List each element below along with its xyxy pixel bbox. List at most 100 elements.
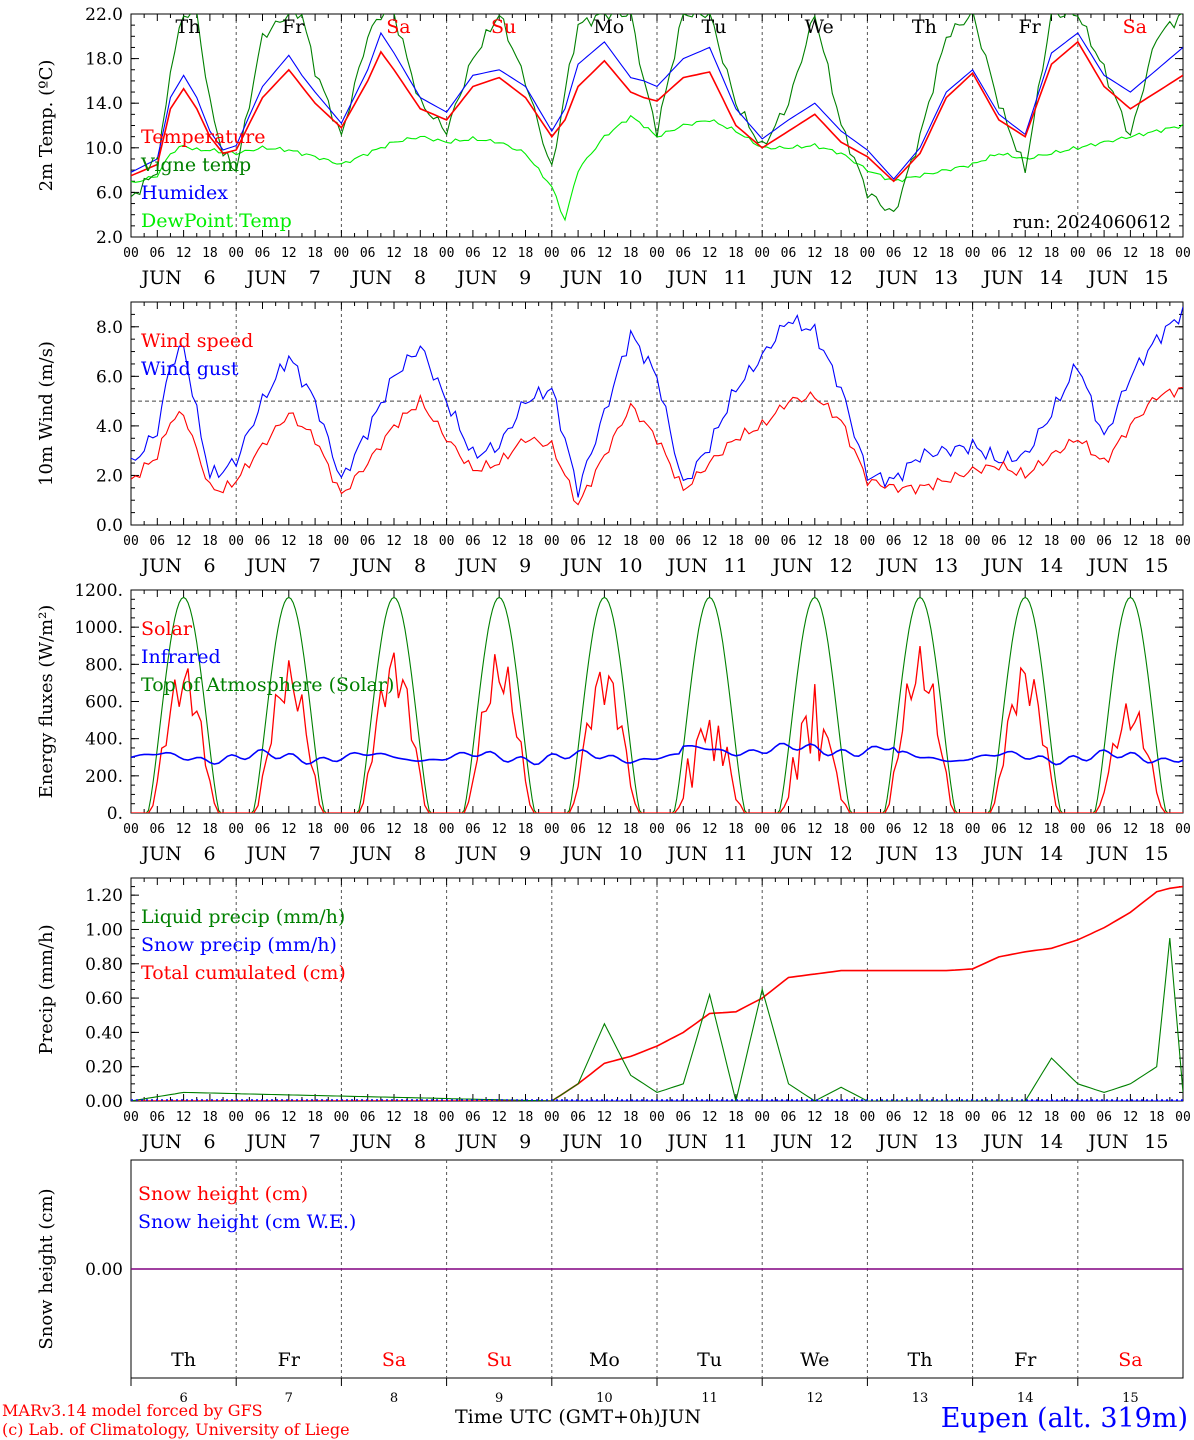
hour-tick-label: 00 (754, 534, 770, 549)
hour-tick-label: 12 (912, 822, 928, 837)
hour-tick-label: 18 (623, 1110, 639, 1125)
panel-3: 00 06 12 18 JUN 6 00 06 12 18 JUN 7 00 06 12 18 JUN 8 00 06… (36, 581, 1191, 865)
hour-tick-label: 06 (991, 534, 1007, 549)
date-month-label: JUN (771, 267, 813, 289)
hour-tick-label: 18 (518, 246, 534, 261)
hour-tick-label: 00 (649, 822, 665, 837)
hour-tick-label: 18 (307, 822, 323, 837)
hour-tick-label: 12 (176, 822, 192, 837)
hour-tick-label: 06 (781, 822, 797, 837)
hour-tick-label: 12 (386, 1110, 402, 1125)
hour-tick-label: 00 (439, 534, 455, 549)
hour-tick-label: 00 (1070, 246, 1086, 261)
date-day-label: 10 (618, 1131, 642, 1153)
series-line-liquid-precip-mm-h- (131, 937, 1183, 1101)
hour-tick-label: 06 (1096, 246, 1112, 261)
hour-tick-label: 06 (255, 534, 271, 549)
panel-4: 00 06 12 18 JUN 6 00 06 12 18 JUN 7 00 06 12 18 JUN 8 00 06… (36, 877, 1191, 1153)
weekday-label: Tu (697, 1349, 722, 1371)
hour-tick-label: 12 (1017, 246, 1033, 261)
hour-tick-label: 12 (912, 1110, 928, 1125)
hour-tick-label: 06 (570, 822, 586, 837)
hour-tick-label: 06 (991, 246, 1007, 261)
hour-tick-label: 00 (754, 246, 770, 261)
legend-entry: Temperature (141, 126, 265, 148)
y-axis-title: 2m Temp. (ºC) (36, 60, 57, 192)
date-day-label: 15 (1122, 1391, 1139, 1406)
hour-tick-label: 06 (570, 1110, 586, 1125)
hour-tick-label: 06 (149, 822, 165, 837)
hour-tick-label: 18 (833, 534, 849, 549)
y-tick-label: 2.0 (96, 228, 123, 248)
hour-tick-label: 00 (860, 822, 876, 837)
hour-tick-label: 00 (123, 246, 139, 261)
y-tick-label: 22.0 (85, 5, 123, 25)
date-day-label: 10 (596, 1391, 613, 1406)
hour-tick-label: 18 (412, 1110, 428, 1125)
series-line-wind-gust (131, 306, 1183, 498)
hour-tick-label: 12 (176, 1110, 192, 1125)
legend-entry: Snow height (cm) (138, 1183, 308, 1205)
y-tick-label: 1200. (74, 581, 123, 601)
plot-frame (130, 589, 1184, 814)
hour-tick-label: 00 (1175, 822, 1191, 837)
date-day-label: 13 (934, 555, 958, 577)
legend-entry: Vigne temp (140, 154, 251, 176)
hour-tick-label: 18 (1149, 246, 1165, 261)
date-month-label: JUN (981, 267, 1023, 289)
hour-tick-label: 12 (597, 1110, 613, 1125)
date-month-label: JUN (139, 1131, 181, 1153)
hour-tick-label: 18 (1044, 534, 1060, 549)
hour-tick-label: 18 (1149, 534, 1165, 549)
date-day-label: 8 (390, 1391, 398, 1406)
hour-tick-label: 00 (860, 246, 876, 261)
weekday-label: Mo (593, 16, 624, 38)
hour-tick-label: 12 (281, 822, 297, 837)
legend-entry: Total cumulated (cm) (141, 962, 346, 984)
date-month-label: JUN (981, 555, 1023, 577)
hour-tick-label: 12 (491, 822, 507, 837)
hour-tick-label: 18 (202, 534, 218, 549)
date-month-label: JUN (139, 555, 181, 577)
hour-tick-label: 12 (597, 534, 613, 549)
hour-tick-label: 18 (833, 246, 849, 261)
date-day-label: 6 (204, 555, 216, 577)
hour-tick-label: 06 (465, 1110, 481, 1125)
date-month-label: JUN (771, 843, 813, 865)
weekday-label: Sa (1118, 1349, 1142, 1371)
hour-tick-label: 00 (439, 1110, 455, 1125)
hour-tick-label: 06 (465, 534, 481, 549)
hour-tick-label: 18 (833, 822, 849, 837)
hour-tick-label: 00 (334, 246, 350, 261)
date-day-label: 11 (724, 843, 748, 865)
legend-entry: Top of Atmosphere (Solar) (141, 674, 394, 696)
hour-tick-label: 18 (412, 246, 428, 261)
hour-tick-label: 18 (938, 1110, 954, 1125)
date-month-label: JUN (771, 1131, 813, 1153)
hour-tick-label: 12 (1123, 822, 1139, 837)
series-line-solar (131, 646, 1183, 813)
hour-tick-label: 12 (386, 246, 402, 261)
date-day-label: 14 (1039, 1131, 1063, 1153)
hour-tick-label: 00 (965, 534, 981, 549)
date-month-label: JUN (1086, 1131, 1128, 1153)
date-month-label: JUN (350, 555, 392, 577)
y-tick-label: 1000. (74, 618, 123, 638)
hour-tick-label: 00 (860, 534, 876, 549)
legend-entry: Humidex (141, 182, 228, 204)
series-group (131, 885, 1183, 1101)
hour-tick-label: 06 (255, 246, 271, 261)
y-tick-label: 10.0 (85, 139, 123, 159)
hour-tick-label: 06 (149, 1110, 165, 1125)
date-month-label: JUN (876, 555, 918, 577)
hour-tick-label: 00 (965, 246, 981, 261)
date-month-label: JUN (665, 843, 707, 865)
hour-tick-label: 00 (439, 246, 455, 261)
date-month-label: JUN (350, 843, 392, 865)
weekday-label: Fr (282, 16, 305, 38)
series-line-humidex (131, 31, 1183, 180)
series-group (131, 306, 1183, 506)
weekday-label: Sa (1123, 16, 1147, 38)
y-tick-label: 0.00 (85, 1092, 123, 1112)
y-tick-label: 18.0 (85, 50, 123, 70)
